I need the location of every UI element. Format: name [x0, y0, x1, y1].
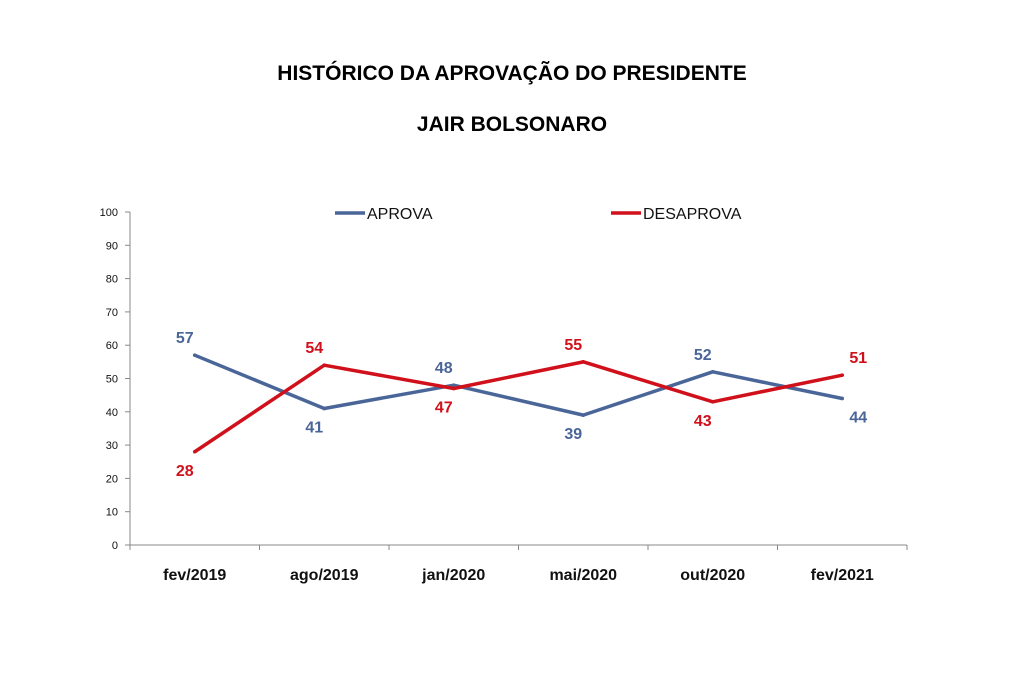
y-tick-label: 10	[106, 507, 118, 519]
data-point	[451, 386, 456, 391]
x-tick-label: fev/2019	[163, 567, 226, 584]
legend-label: APROVA	[367, 206, 433, 223]
data-label: 48	[435, 360, 453, 377]
series-line-desaprova	[193, 360, 843, 454]
data-point	[581, 360, 586, 364]
data-point	[192, 449, 197, 454]
x-tick-label: fev/2021	[811, 567, 874, 584]
data-point	[581, 413, 586, 417]
x-tick-label: out/2020	[680, 567, 745, 584]
data-point	[840, 396, 845, 401]
y-tick-label: 0	[112, 540, 118, 552]
y-tick-label: 20	[106, 473, 118, 485]
x-tick-label: mai/2020	[549, 567, 617, 584]
data-label: 47	[435, 399, 453, 416]
chart-title: HISTÓRICO DA APROVAÇÃO DO PRESIDENTE	[277, 62, 747, 85]
y-tick-label: 60	[106, 340, 118, 352]
data-label: 52	[694, 347, 712, 364]
data-point	[322, 363, 327, 367]
x-tick-label: ago/2019	[290, 567, 359, 584]
data-label: 39	[564, 426, 582, 443]
data-label: 44	[849, 409, 867, 426]
x-tick-label: jan/2020	[421, 567, 485, 584]
series-line-aprova	[194, 353, 843, 417]
data-label: 41	[305, 419, 323, 436]
legend-label: DESAPROVA	[643, 206, 742, 223]
data-label: 55	[564, 337, 582, 354]
data-label: 54	[305, 340, 323, 357]
data-point	[451, 383, 456, 387]
data-label: 51	[849, 350, 867, 367]
data-point	[710, 400, 715, 404]
y-tick-label: 100	[100, 207, 118, 219]
data-label: 43	[694, 413, 712, 430]
chart-subtitle: JAIR BOLSONARO	[416, 113, 608, 136]
y-tick-label: 80	[106, 274, 118, 286]
y-tick-label: 30	[106, 440, 118, 452]
data-label: 28	[176, 463, 194, 480]
data-label: 57	[176, 330, 194, 347]
y-tick-label: 90	[106, 240, 118, 252]
y-tick-label: 50	[106, 374, 118, 386]
data-point	[322, 406, 327, 411]
data-point	[192, 353, 197, 357]
y-tick-label: 70	[106, 307, 118, 319]
data-point	[710, 370, 715, 374]
y-tick-label: 40	[106, 407, 118, 419]
data-point	[840, 373, 845, 377]
